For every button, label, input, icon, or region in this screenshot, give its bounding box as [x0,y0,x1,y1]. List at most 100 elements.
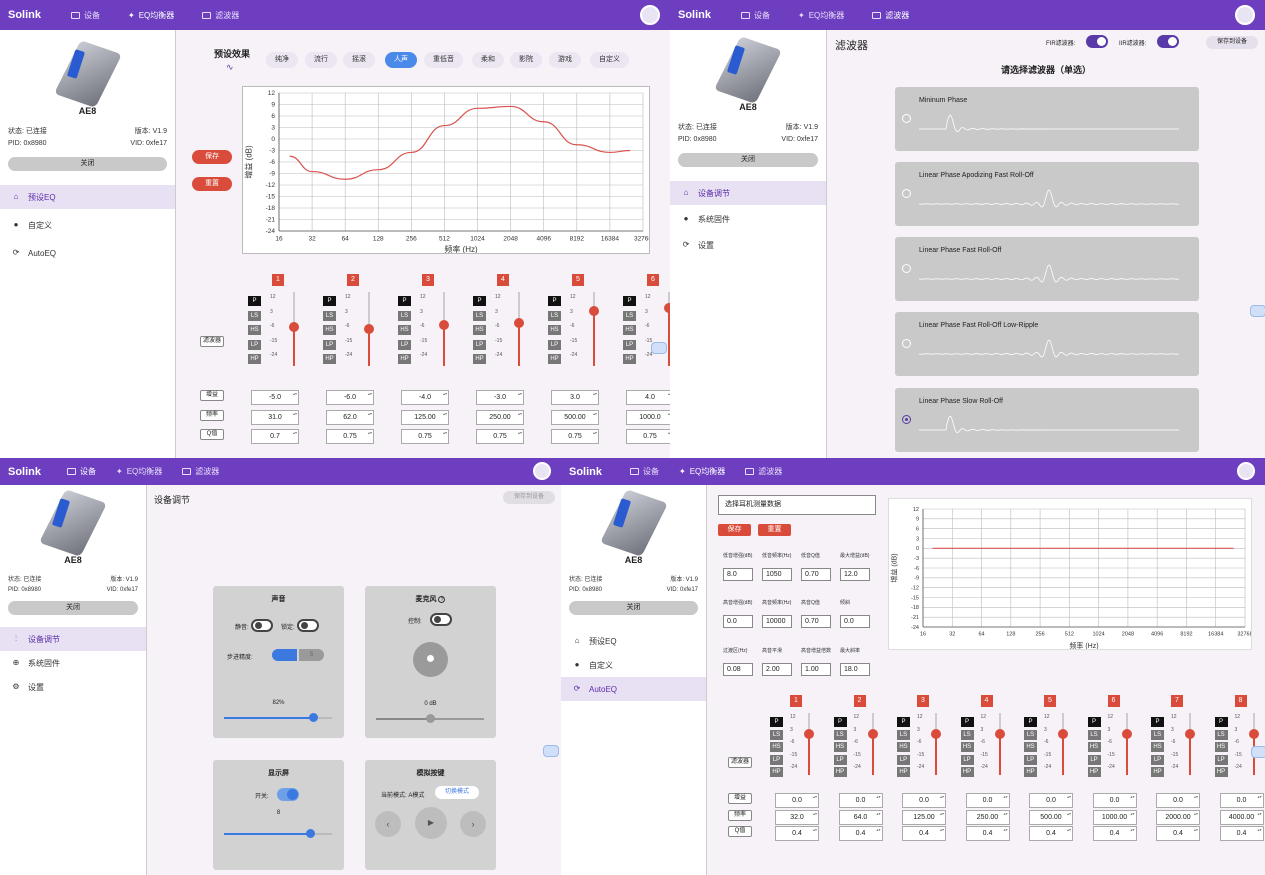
freq-input[interactable]: 64.0 [838,810,883,825]
gain-slider[interactable] [364,292,374,366]
step-5-button[interactable]: 5 [299,649,324,661]
gain-slider[interactable] [289,292,299,366]
param-input[interactable]: 18.0 [840,663,870,676]
gain-slider[interactable] [514,292,524,366]
freq-input[interactable]: 250.00 [965,810,1010,825]
filter-option-card[interactable]: Linear Phase Apodizing Fast Roll-Off [895,162,1199,226]
close-button[interactable]: 关闭 [8,157,167,171]
freq-input[interactable]: 250.00 [476,410,524,425]
filter-type-hs-button[interactable]: HS [548,325,561,335]
gain-input[interactable]: -6.0 [326,390,374,405]
menu-item-preset-eq[interactable]: ⌂ 预设EQ [0,185,175,209]
filter-type-p-button[interactable]: P [398,296,411,306]
mic-control-toggle[interactable] [430,613,452,626]
q-input[interactable]: 0.75 [326,429,374,444]
q-input[interactable]: 0.75 [476,429,524,444]
freq-input[interactable]: 4000.00 [1219,810,1264,825]
gain-slider[interactable] [931,713,941,775]
gain-slider[interactable] [1058,713,1068,775]
lock-toggle[interactable] [297,619,319,632]
filter-type-hp-button[interactable]: HP [1214,767,1228,777]
filter-type-hs-button[interactable]: HS [623,325,636,335]
filter-type-p-button[interactable]: P [1024,717,1037,727]
gain-slider[interactable] [1185,713,1195,775]
gain-slider[interactable] [1121,713,1132,775]
filter-type-hs-button[interactable]: HS [770,742,783,752]
filter-type-ls-button[interactable]: LS [623,310,636,321]
preset-chip[interactable]: 自定义 [590,52,629,68]
filter-type-p-button[interactable]: P [473,296,486,306]
filter-type-hs-button[interactable]: HS [473,325,486,335]
filter-type-lp-button[interactable]: LP [323,339,336,350]
menu-item-preset-eq[interactable]: ⌂ 预设EQ [561,629,706,653]
filter-type-ls-button[interactable]: LS [960,729,974,740]
q-input[interactable]: 0.75 [551,429,599,444]
filter-type-hs-button[interactable]: HS [398,325,411,335]
filter-type-hp-button[interactable]: HP [1151,767,1164,777]
nav-device[interactable]: 设备 [741,10,770,21]
next-button[interactable]: › [460,811,486,837]
filter-type-lp-button[interactable]: LP [1151,754,1164,765]
close-button[interactable]: 关闭 [569,601,698,615]
preset-chip[interactable]: 影院 [510,52,542,68]
q-input[interactable]: 0.7 [251,429,299,444]
gain-slider-knob[interactable] [1185,728,1195,739]
filter-radio[interactable] [902,114,911,123]
filter-type-lp-button[interactable]: LP [623,339,636,350]
filter-type-lp-button[interactable]: LP [1087,754,1101,765]
reset-button[interactable]: 重置 [758,524,791,536]
freq-input[interactable]: 62.0 [326,410,374,425]
prev-button[interactable]: ‹ [375,811,401,837]
float-panel-button[interactable] [1251,746,1265,758]
menu-item-firmware[interactable]: ● 系统固件 [670,207,826,231]
avatar[interactable] [640,5,660,25]
filter-radio[interactable] [902,264,911,273]
gain-input[interactable]: 0.0 [1156,793,1200,808]
filter-type-lp-button[interactable]: LP [1214,754,1228,765]
param-input[interactable]: 0.0 [840,615,870,628]
gain-slider-knob[interactable] [1248,728,1259,739]
step-1-button[interactable]: 1 [272,649,297,661]
gain-slider-knob[interactable] [289,321,299,332]
gain-slider-knob[interactable] [1058,728,1068,739]
mic-icon[interactable]: ● [413,642,448,677]
filter-type-ls-button[interactable]: LS [473,310,486,321]
filter-type-ls-button[interactable]: LS [248,310,261,321]
gain-slider-knob[interactable] [867,728,878,739]
freq-input[interactable]: 125.00 [401,410,449,425]
nav-filter[interactable]: 滤波器 [745,466,782,477]
gain-slider-knob[interactable] [364,324,374,334]
menu-item-custom[interactable]: ● 自定义 [0,213,175,237]
filter-type-hp-button[interactable]: HP [323,354,336,364]
filter-type-lp-button[interactable]: LP [248,339,261,350]
filter-type-ls-button[interactable]: LS [1087,729,1101,740]
filter-type-hs-button[interactable]: HS [897,742,910,752]
filter-type-hp-button[interactable]: HP [473,354,486,364]
menu-item-custom[interactable]: ● 自定义 [561,653,706,677]
gain-input[interactable]: 0.0 [1219,793,1264,808]
menu-item-firmware[interactable]: ⊕ 系统固件 [0,651,146,675]
preset-chip[interactable]: 流行 [305,52,337,68]
gain-input[interactable]: 3.0 [551,390,599,405]
menu-item-autoeq[interactable]: ⟳ AutoEQ [561,677,706,701]
float-panel-button[interactable] [543,745,559,757]
freq-input[interactable]: 1000.00 [1092,810,1137,825]
param-input[interactable]: 10000 [762,615,792,628]
preset-chip[interactable]: 重低音 [424,52,463,68]
gain-input[interactable]: 0.0 [1092,793,1137,808]
filter-type-hs-button[interactable]: HS [833,742,847,752]
param-input[interactable]: 1.00 [801,663,831,676]
close-button[interactable]: 关闭 [8,601,138,615]
gain-slider[interactable] [589,292,599,366]
param-input[interactable]: 0.0 [723,615,753,628]
filter-type-p-button[interactable]: P [960,717,974,727]
filter-type-p-button[interactable]: P [623,296,636,306]
nav-filter[interactable]: 滤波器 [202,10,239,21]
filter-type-ls-button[interactable]: LS [833,729,847,740]
gain-slider-knob[interactable] [439,319,449,330]
gain-slider[interactable] [867,713,878,775]
gain-slider-knob[interactable] [1121,728,1132,739]
filter-type-hp-button[interactable]: HP [398,354,411,364]
param-input[interactable]: 0.70 [801,615,831,628]
gain-input[interactable]: -3.0 [476,390,524,405]
